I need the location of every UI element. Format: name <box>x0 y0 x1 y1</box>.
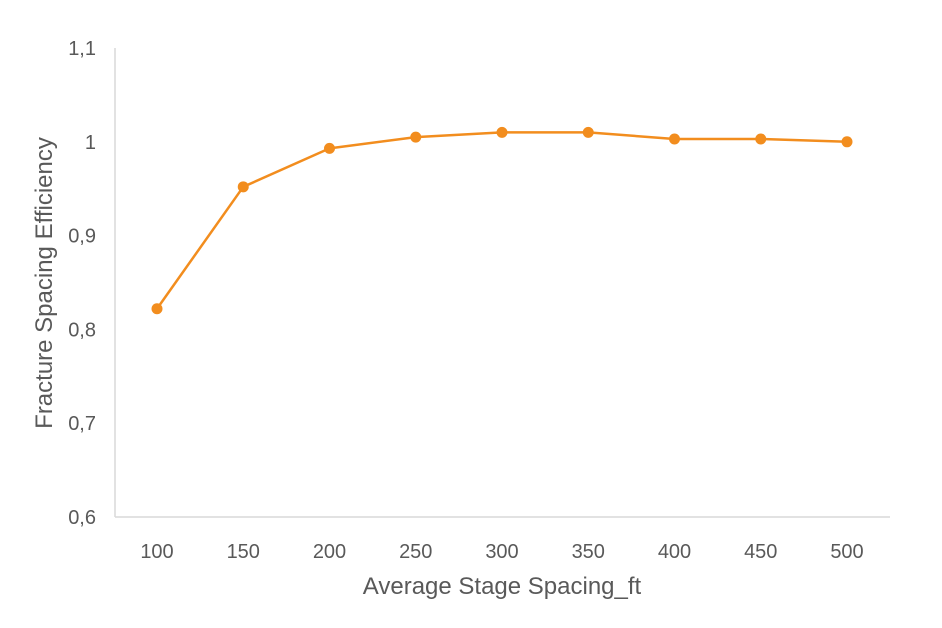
x-tick-label: 300 <box>485 541 518 563</box>
x-tick-label: 200 <box>313 541 346 563</box>
x-tick-label: 500 <box>830 541 863 563</box>
data-point <box>324 142 335 154</box>
data-point <box>237 181 249 193</box>
series-group <box>151 126 853 315</box>
data-point <box>669 133 680 145</box>
y-tick-label: 1,1 <box>68 38 96 60</box>
x-tick-label: 150 <box>227 541 260 563</box>
x-tick-label: 450 <box>744 541 777 563</box>
data-point <box>151 303 163 315</box>
data-point <box>410 131 422 143</box>
y-tick-label: 0,6 <box>68 507 96 529</box>
data-point <box>841 136 853 148</box>
x-tick-label: 250 <box>399 541 432 563</box>
data-point <box>582 126 594 138</box>
x-tick-label: 350 <box>572 541 605 563</box>
x-tick-label: 100 <box>140 541 173 563</box>
y-axis-title: Fracture Spacing Efficiency <box>31 137 58 429</box>
x-tick-labels: 100 150 200 250 300 350 400 450 500 <box>140 541 863 563</box>
data-point <box>755 133 767 145</box>
x-tick-label: 400 <box>658 541 691 563</box>
y-tick-labels: 0,6 0,7 0,8 0,9 1 1,1 <box>68 38 96 529</box>
y-tick-label: 0,8 <box>68 319 96 341</box>
series-line <box>155 131 848 310</box>
x-axis-title: Average Stage Spacing_ft <box>363 573 642 600</box>
data-point <box>496 126 508 138</box>
y-tick-label: 0,9 <box>68 226 96 248</box>
y-tick-label: 1 <box>85 132 96 154</box>
y-tick-label: 0,7 <box>68 413 96 435</box>
